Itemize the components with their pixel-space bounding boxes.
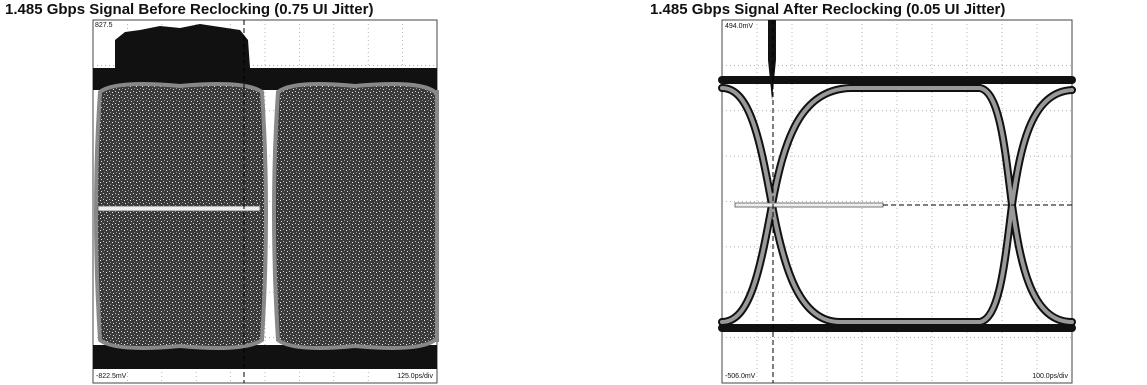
- histogram: [115, 24, 250, 68]
- eye-traces: [718, 76, 1076, 332]
- eye-opening: [272, 82, 439, 350]
- marker-bar: [97, 205, 261, 212]
- panel-title: 1.485 Gbps Signal After Reclocking (0.05…: [650, 1, 1005, 18]
- eye-after: 1.485 Gbps Signal After Reclocking (0.05…: [650, 1, 1076, 384]
- bottom-left-label: -506.0mV: [725, 373, 756, 380]
- bottom-right-label: 125.0ps/div: [397, 373, 433, 380]
- top-label: 827.5: [95, 22, 113, 29]
- panel-title: 1.485 Gbps Signal Before Reclocking (0.7…: [5, 1, 373, 18]
- bottom-right-label: 100.0ps/div: [1032, 373, 1068, 380]
- top-label: 494.0mV: [725, 23, 753, 30]
- marker-bar: [734, 202, 884, 208]
- eye-opening: [94, 82, 268, 350]
- bottom-left-label: -822.5mV: [96, 373, 127, 380]
- eye-before: 1.485 Gbps Signal Before Reclocking (0.7…: [5, 1, 439, 384]
